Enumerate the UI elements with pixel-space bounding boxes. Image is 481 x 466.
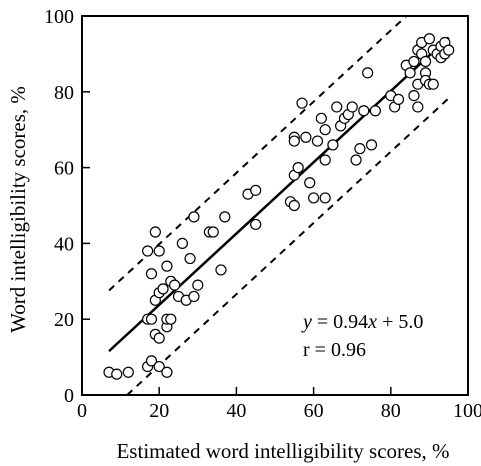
y-tick-label: 40 [54, 233, 74, 255]
data-point [331, 101, 343, 113]
data-point [346, 101, 358, 113]
data-point [304, 177, 316, 189]
data-point [188, 211, 200, 223]
data-point [207, 226, 219, 238]
data-point [192, 279, 204, 291]
data-point [296, 97, 308, 109]
data-point [215, 264, 227, 276]
y-tick-label: 0 [64, 385, 74, 407]
y-axis-ticks: 0 20 40 60 80 100 [44, 6, 90, 407]
regression-line-group [108, 36, 450, 353]
data-point [443, 44, 455, 56]
x-tick-label: 100 [453, 400, 481, 422]
data-point [308, 192, 320, 204]
data-point [327, 139, 339, 151]
data-point [412, 101, 424, 113]
data-point [250, 218, 262, 231]
data-point [288, 199, 300, 212]
data-point [219, 211, 231, 223]
data-point [427, 78, 439, 90]
x-tick-label: 60 [304, 400, 324, 422]
regression-equation: y = 0.94x + 5.0 [301, 311, 423, 333]
y-tick-label: 80 [54, 82, 74, 104]
data-point [408, 55, 420, 68]
data-point [319, 154, 331, 166]
data-point [288, 135, 300, 147]
data-point [122, 366, 134, 378]
data-point [392, 93, 405, 105]
data-point [145, 313, 158, 325]
data-point [111, 368, 123, 380]
x-tick-label: 20 [149, 400, 169, 422]
y-axis-title: Word intelligibility scores, % [6, 86, 30, 333]
data-point [423, 33, 435, 45]
data-point [404, 67, 416, 79]
data-point [149, 226, 161, 238]
data-point [184, 252, 196, 265]
data-point [292, 162, 304, 174]
upper-bound-line [108, 15, 408, 292]
data-point [350, 154, 362, 166]
equation-x-variable: x [367, 311, 377, 333]
data-point [157, 283, 169, 295]
data-point [250, 184, 262, 196]
x-tick-label: 0 [77, 400, 87, 422]
data-point [354, 143, 366, 155]
data-point [142, 245, 154, 257]
data-point [153, 360, 165, 373]
x-tick-label: 80 [381, 400, 401, 422]
data-point [365, 139, 378, 151]
lower-bound-line [126, 97, 450, 396]
data-point [300, 131, 312, 143]
data-point [153, 245, 165, 257]
data-point [419, 55, 432, 68]
data-point [153, 332, 165, 344]
equation-intercept: + 5.0 [377, 311, 423, 333]
data-point [358, 105, 370, 117]
y-tick-label: 20 [54, 309, 74, 331]
axes [81, 15, 469, 396]
y-tick-label: 100 [44, 6, 74, 28]
data-point [311, 135, 324, 147]
data-point [188, 290, 200, 303]
data-point [145, 355, 158, 367]
data-point [369, 105, 381, 117]
data-point [169, 279, 181, 291]
data-point [145, 268, 158, 280]
prediction-bounds [108, 15, 450, 396]
equation-y-variable: y [301, 311, 312, 333]
x-axis-title: Estimated word intelligibility scores, % [116, 439, 449, 463]
y-tick-label: 60 [54, 158, 74, 180]
data-point [165, 313, 177, 325]
data-point [161, 366, 173, 378]
data-point [408, 89, 420, 102]
data-point [319, 124, 331, 136]
data-point [176, 237, 188, 249]
data-point [319, 192, 331, 204]
plot-frame [81, 15, 469, 396]
x-axis-ticks: 0 20 40 60 80 100 [77, 387, 481, 422]
x-tick-label: 40 [226, 400, 246, 422]
correlation-coefficient: r = 0.96 [303, 339, 366, 361]
data-point [315, 112, 327, 124]
equation-coefficient: = 0.94 [312, 311, 368, 333]
data-point [362, 67, 374, 79]
data-points [103, 33, 455, 380]
regression-line [108, 36, 450, 353]
data-point [161, 260, 173, 272]
